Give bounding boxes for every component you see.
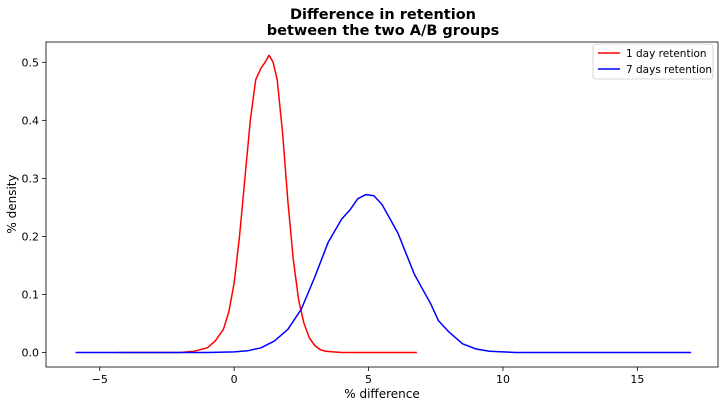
legend: 1 day retention 7 days retention [592, 43, 714, 80]
chart-title-line1: Difference in retention [290, 7, 476, 23]
legend-label-1-day: 1 day retention [626, 48, 707, 60]
y-tick-label: 0.4 [22, 114, 40, 127]
y-ticks: 0.0 0.1 0.2 0.3 0.4 0.5 [22, 56, 46, 359]
legend-label-7-days: 7 days retention [626, 64, 712, 76]
y-tick-label: 0.5 [22, 56, 40, 69]
x-ticks: −5 0 5 10 15 [92, 367, 644, 386]
y-tick-label: 0.3 [22, 172, 40, 185]
x-tick-label: 0 [231, 373, 238, 386]
y-tick-label: 0.0 [22, 346, 40, 359]
y-tick-label: 0.2 [22, 230, 40, 243]
x-tick-label: −5 [92, 373, 108, 386]
x-axis-label: % difference [344, 387, 419, 401]
plot-lines [75, 54, 692, 354]
x-tick-label: 10 [496, 373, 510, 386]
y-axis-label: % density [5, 174, 19, 233]
chart-title-line2: between the two A/B groups [267, 23, 500, 39]
plot-frame [45, 41, 719, 368]
y-tick-label: 0.1 [22, 288, 40, 301]
series-line-7-days-retention [75, 193, 692, 354]
x-tick-label: 5 [365, 373, 372, 386]
series-line-1-day-retention [118, 54, 417, 354]
legend-box [592, 43, 714, 80]
x-tick-label: 15 [630, 373, 644, 386]
